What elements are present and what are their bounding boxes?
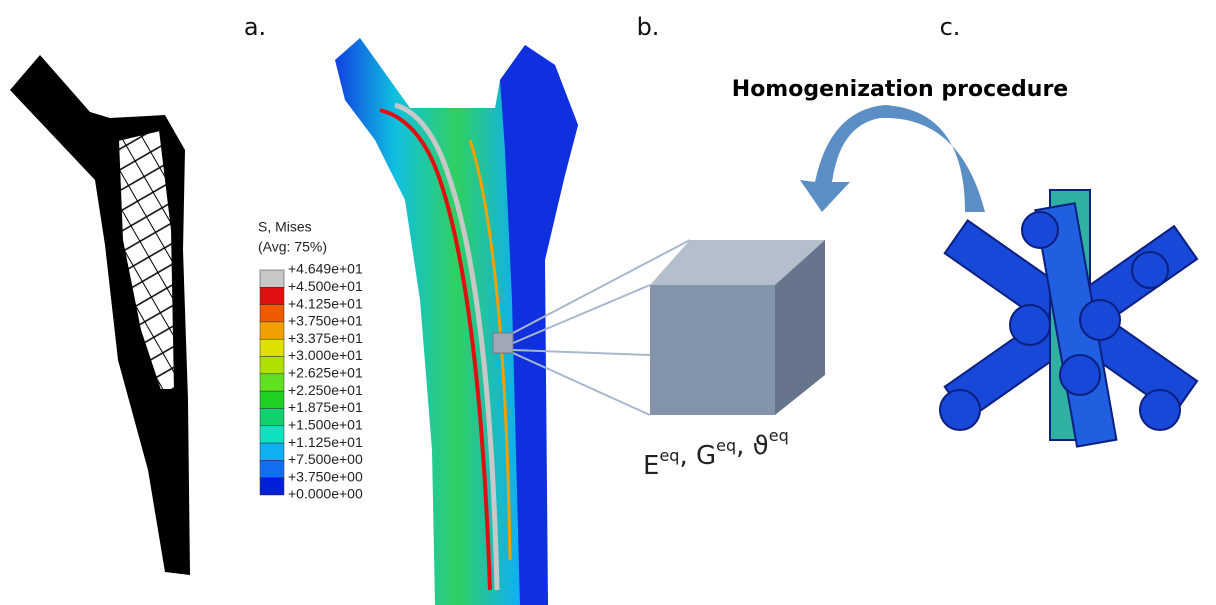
legend-label: +3.750e+00: [288, 468, 363, 484]
title: Homogenization procedure: [732, 77, 1068, 102]
formula-base: E: [643, 451, 659, 481]
legend-label: +2.250e+01: [288, 382, 363, 398]
legend-swatch: [260, 443, 284, 460]
panel-label: a.: [244, 13, 266, 41]
stress-model: [335, 38, 578, 605]
curved-arrow: [800, 105, 985, 212]
legend-heading: S, Mises: [258, 219, 312, 235]
legend-swatch: [260, 270, 284, 287]
formula: Eeq, Geq, ϑeq: [643, 426, 789, 481]
legend-label: +3.000e+01: [288, 347, 363, 363]
legend-swatch: [260, 391, 284, 408]
cube: [513, 240, 825, 415]
legend-label: +4.649e+01: [288, 261, 363, 277]
panel-label: c.: [940, 13, 961, 41]
legend-label: +3.375e+01: [288, 330, 363, 346]
legend-label: +3.750e+01: [288, 313, 363, 329]
legend-label: +7.500e+00: [288, 451, 363, 467]
legend-swatch: [260, 322, 284, 339]
legend-swatch: [260, 478, 284, 495]
legend-swatch: [260, 339, 284, 356]
formula-sup: eq: [716, 436, 736, 455]
formula-sup: eq: [769, 426, 789, 445]
legend-label: +1.125e+01: [288, 434, 363, 450]
formula-base: G: [696, 441, 716, 471]
formula-sup: eq: [659, 446, 679, 465]
legend-label: +1.875e+01: [288, 399, 363, 415]
legend-label: +0.000e+00: [288, 486, 363, 502]
legend-label: +4.500e+01: [288, 278, 363, 294]
legend-swatch: [260, 305, 284, 322]
legend-label: +1.500e+01: [288, 416, 363, 432]
formula-separator: ,: [679, 441, 696, 471]
legend-subheading: (Avg: 75%): [258, 239, 327, 255]
legend-swatch: [260, 460, 284, 477]
legend-label: +4.125e+01: [288, 295, 363, 311]
legend-swatch: [260, 287, 284, 304]
legend-swatch: [260, 408, 284, 425]
figure: a. b. c. Homogenization procedure S, Mises (A…: [0, 0, 1216, 605]
page: a. b. c. Homogenization procedure S, Mises (A…: [0, 0, 1216, 605]
implant: [10, 55, 190, 575]
formula-base: ϑ: [753, 431, 769, 461]
legend-label: +2.625e+01: [288, 365, 363, 381]
legend-swatch: [260, 357, 284, 374]
legend-swatch: [260, 426, 284, 443]
sample-element: [493, 333, 513, 353]
panel-label: b.: [637, 13, 660, 41]
legend-swatch: [260, 374, 284, 391]
formula-separator: ,: [736, 431, 753, 461]
lattice-cell: [940, 190, 1197, 447]
